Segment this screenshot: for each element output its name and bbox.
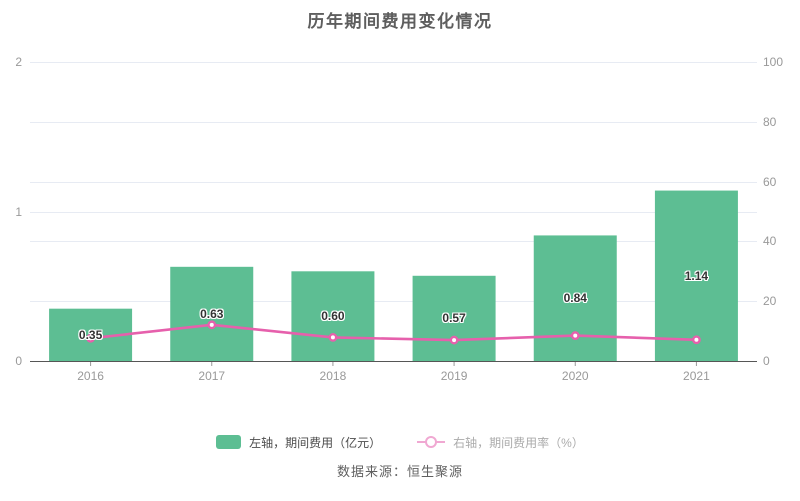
legend-item-bar-series[interactable]: 左轴，期间费用（亿元） (216, 434, 381, 451)
legend-item-line-series[interactable]: 右轴，期间费用率（%） (417, 434, 584, 451)
line-point-2017[interactable] (207, 320, 217, 330)
legend-label-bar-series: 左轴，期间费用（亿元） (249, 435, 382, 450)
bar-2019[interactable] (412, 275, 496, 361)
line-point-2016[interactable] (86, 333, 95, 343)
data-source: 数据来源：恒生聚源 (336, 464, 463, 479)
bar-2021[interactable] (654, 190, 738, 361)
line-series-legend-ring (425, 436, 438, 448)
line-point-2019[interactable] (449, 335, 459, 345)
legend-label-line-series: 右轴，期间费用率（%） (453, 435, 584, 450)
legend: 左轴，期间费用（亿元） 右轴，期间费用率（%） (0, 431, 800, 453)
bar-2020[interactable] (533, 235, 617, 361)
line-series-legend-icon (417, 435, 446, 449)
expense-rate-line (89, 323, 698, 342)
chart-title: 历年期间费用变化情况 (307, 12, 493, 31)
bar-2017[interactable] (170, 266, 254, 361)
line-point-2021[interactable] (692, 335, 701, 345)
bar-series-swatch-icon (216, 435, 242, 449)
line-point-2018[interactable] (328, 332, 338, 342)
bar-2018[interactable] (291, 271, 375, 361)
line-point-2020[interactable] (570, 331, 580, 340)
